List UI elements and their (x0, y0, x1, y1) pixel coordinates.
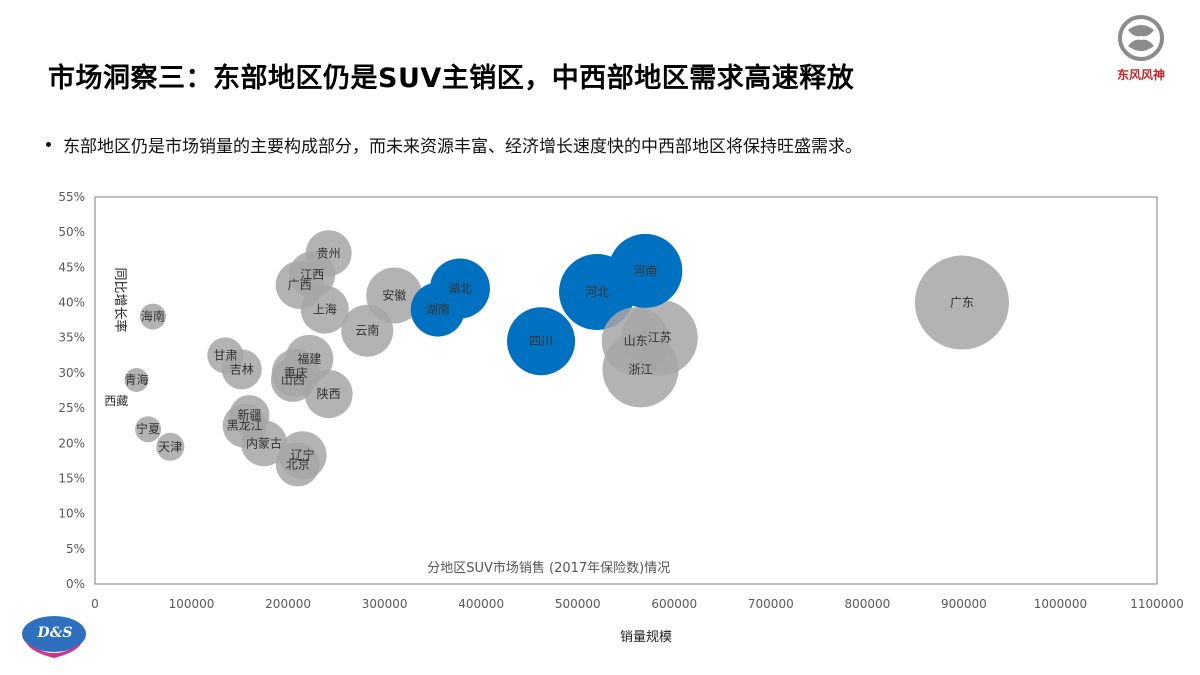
bubble (135, 416, 162, 443)
bubble (305, 230, 352, 277)
x-tick-label: 300000 (362, 597, 408, 611)
bubble-label: 新疆 (237, 407, 261, 422)
y-tick-label: 35% (58, 331, 85, 345)
x-axis-title: 销量规模 (620, 630, 672, 645)
bubble (914, 255, 1009, 350)
bubble-label: 江苏 (648, 331, 672, 345)
bubble-label: 山西 (281, 373, 305, 387)
bubble (507, 307, 576, 376)
bubble-label: 青海 (125, 372, 149, 387)
bubble-label: 河北 (585, 285, 609, 299)
ds-logo-shape (22, 616, 86, 658)
y-tick-label: 30% (58, 366, 85, 380)
bubble (270, 357, 315, 402)
y-tick-label: 0% (66, 577, 85, 591)
x-axis: 0 100000 200000 300000 400000 500000 600000 700… (91, 597, 1184, 611)
bubble (139, 303, 166, 330)
ds-logo-text: D&S (37, 625, 73, 641)
brand-logo-text: 东风风神 (1116, 68, 1165, 82)
bubble (341, 304, 394, 357)
bullet-text: 东部地区仍是市场销量的主要构成部分，而未来资源丰富、经济增长速度快的中西部地区将… (63, 137, 862, 157)
x-tick-label: 900000 (941, 597, 987, 611)
bubble-label: 云南 (355, 323, 379, 338)
x-tick-label: 0 (91, 597, 99, 611)
bubble-label: 四川 (529, 334, 553, 348)
bubble-label: 山东 (624, 334, 648, 348)
plot-area-frame (94, 196, 1158, 585)
bubble-label: 江西 (300, 267, 324, 281)
y-tick-label: 10% (58, 507, 85, 521)
bubbles (124, 230, 1009, 487)
bubble-label: 湖南 (426, 302, 450, 317)
bubble (300, 285, 349, 334)
bubble-label: 浙江 (628, 362, 652, 376)
bubble (229, 395, 270, 436)
bubble-label: 吉林 (230, 362, 254, 376)
x-tick-label: 400000 (458, 597, 504, 611)
bubble-label: 贵州 (317, 246, 341, 260)
bubble-label: 海南 (141, 309, 165, 324)
bubble-label: 内蒙古 (246, 435, 282, 450)
bubble (410, 282, 465, 337)
bubble-label: 宁夏 (136, 421, 160, 436)
bubble (304, 370, 353, 419)
x-tick-label: 1000000 (1034, 597, 1087, 611)
x-tick-label: 600000 (651, 597, 697, 611)
bubble-label: 甘肃 (213, 348, 237, 362)
dongfeng-emblem-icon (1118, 15, 1164, 61)
y-tick-label: 40% (58, 296, 85, 310)
x-tick-label: 500000 (555, 597, 601, 611)
bullet-point: 东部地区仍是市场销量的主要构成部分，而未来资源丰富、经济增长速度快的中西部地区将… (46, 132, 862, 157)
bubble-label: 天津 (158, 440, 182, 454)
bubble-label: 北京 (286, 457, 310, 471)
bubble-label: 辽宁 (291, 447, 315, 462)
y-axis-title: 同比增长率 (112, 267, 128, 332)
bubble-label: 西藏 (104, 394, 128, 408)
bubble-label: 黑龙江 (227, 419, 263, 433)
bubble-label: 重庆 (284, 366, 308, 380)
dongfeng-fengshen-logo: 东风风神 (1110, 14, 1172, 86)
y-tick-label: 55% (58, 190, 85, 204)
x-tick-label: 100000 (169, 597, 215, 611)
bubble (601, 307, 670, 376)
y-tick-label: 15% (58, 471, 85, 485)
bubble (207, 337, 244, 374)
ds-logo: D&S (18, 612, 90, 662)
x-tick-label: 200000 (265, 597, 311, 611)
y-tick-label: 45% (58, 260, 85, 274)
y-tick-label: 20% (58, 436, 85, 450)
bubble-label: 福建 (297, 351, 321, 366)
bubble-label: 河南 (633, 263, 657, 278)
x-tick-label: 700000 (748, 597, 794, 611)
y-axis: 0% 5% 10% 15% 20% 25% 30% 35% 40% 45% 50% 55% (58, 190, 85, 591)
bubble-label: 广东 (950, 296, 974, 310)
y-tick-label: 50% (58, 225, 85, 239)
bubble (275, 442, 320, 487)
bubble-label: 陕西 (317, 386, 341, 401)
slide-title: 市场洞察三：东部地区仍是SUV主销区，中西部地区需求高速释放 (48, 63, 855, 94)
bubble (608, 233, 683, 308)
bubble (124, 367, 149, 392)
bubble-label: 湖北 (448, 280, 472, 295)
y-tick-label: 25% (58, 401, 85, 415)
x-tick-label: 1100000 (1130, 597, 1183, 611)
bubble-label: 广西 (288, 278, 312, 292)
bubble (156, 432, 185, 461)
x-tick-label: 800000 (844, 597, 890, 611)
bubble-label: 安徽 (382, 288, 406, 303)
bullet-dot-icon (46, 142, 51, 147)
y-tick-label: 5% (66, 542, 85, 556)
bubble-label: 上海 (313, 302, 337, 317)
chart-title: 分地区SUV市场销售 (2017年保险数)情况 (427, 560, 670, 576)
